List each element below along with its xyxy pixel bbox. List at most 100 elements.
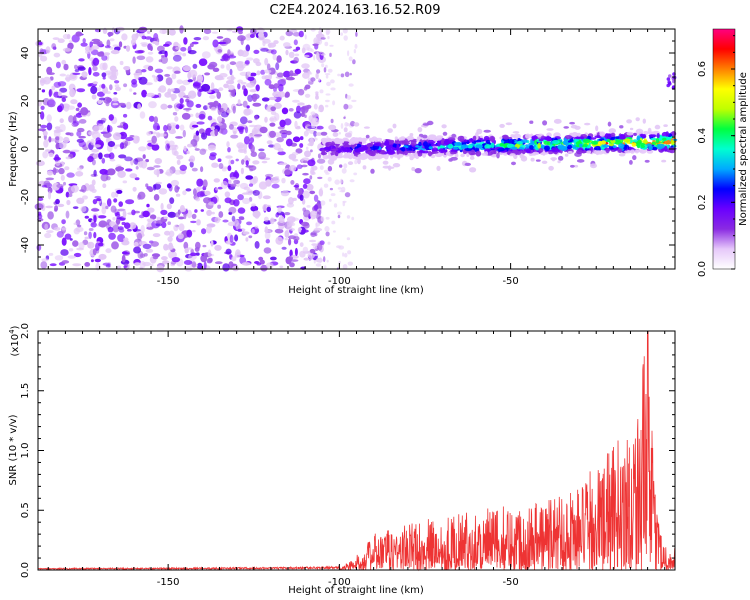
signal-blob [428,150,432,157]
noise-blob [291,217,299,221]
signal-blob [335,151,339,157]
noise-blob [75,219,81,226]
noise-blob [69,88,76,98]
noise-blob [167,88,172,95]
noise-blob [161,256,168,261]
signal-blob [454,141,462,147]
signal-blob [397,154,401,160]
noise-blob [302,172,309,176]
noise-blob [297,125,301,129]
noise-blob [251,127,258,136]
noise-blob [211,88,220,94]
noise-blob [247,76,255,82]
noise-blob [250,144,255,153]
noise-blob [196,178,204,187]
noise-blob [132,186,137,192]
noise-blob [137,191,146,200]
noise-blob [254,241,260,249]
noise-blob [90,222,97,228]
signal-blob [387,128,393,134]
transition-blob [333,203,338,208]
noise-blob [153,194,160,201]
noise-blob [168,29,176,36]
spectrogram-blobs [34,25,678,273]
signal-blob [436,152,443,158]
signal-blob [483,129,491,133]
noise-blob [303,178,311,185]
noise-blob [243,88,248,97]
signal-blob [521,139,528,143]
transition-blob [314,137,318,141]
noise-blob [154,158,162,165]
noise-blob [133,158,139,165]
noise-blob [168,122,177,127]
signal-blob [508,138,515,145]
transition-blob [304,34,307,40]
transition-blob [324,73,331,76]
noise-blob [193,188,197,196]
snr-x-axis-label: Height of straight line (km) [288,585,424,596]
signal-blob [392,163,401,168]
signal-blob [436,165,441,171]
noise-blob [153,165,161,168]
noise-blob [182,53,187,57]
noise-blob [92,81,98,85]
noise-blob [187,71,192,80]
noise-blob [122,180,128,184]
noise-blob [138,146,147,152]
noise-blob [277,151,286,156]
signal-blob [559,145,567,149]
signal-blob [665,131,669,137]
noise-blob [198,58,208,66]
noise-blob [97,99,103,104]
noise-blob [104,70,114,75]
noise-blob [159,50,167,55]
noise-blob [84,262,91,267]
noise-blob [211,211,215,215]
signal-blob [472,135,477,141]
noise-blob [175,46,181,50]
noise-blob [125,101,132,110]
y-tick-label: 0.0 [20,562,31,578]
noise-blob [315,72,319,80]
noise-blob [118,102,126,106]
signal-blob [323,146,331,151]
colorbar-label: Normalized spectral amplitude [738,72,749,226]
signal-blob [437,141,441,147]
noise-blob [313,130,317,137]
signal-blob [422,134,428,139]
noise-blob [142,154,146,159]
noise-blob [300,221,310,227]
snr-y-scale-close: ) [10,325,21,329]
x-tick-label: -150 [157,577,180,588]
noise-blob [259,126,268,134]
noise-blob [316,41,320,44]
noise-blob [99,168,108,175]
noise-blob [275,236,284,245]
signal-blob [428,146,433,150]
noise-blob [158,59,163,63]
transition-blob [313,54,316,61]
noise-blob [264,116,268,123]
noise-blob [96,40,103,47]
noise-blob [217,158,222,162]
noise-blob [208,61,218,68]
signal-blob [605,148,610,154]
transition-blob [328,198,332,202]
signal-blob [365,134,370,139]
colorbar-tick-label: 0.0 [697,261,708,277]
transition-blob [329,44,334,47]
noise-blob [87,242,91,249]
noise-blob [160,209,168,216]
noise-blob [54,126,61,130]
transition-blob [310,77,316,82]
noise-blob [147,207,155,213]
noise-blob [195,197,201,202]
transition-blob [353,49,357,54]
signal-blob [648,145,653,151]
snr-y-scale-prefix: (x10 [10,334,21,357]
noise-blob [72,240,79,247]
signal-blob [564,135,573,140]
noise-blob [183,241,189,250]
noise-blob [222,54,229,61]
